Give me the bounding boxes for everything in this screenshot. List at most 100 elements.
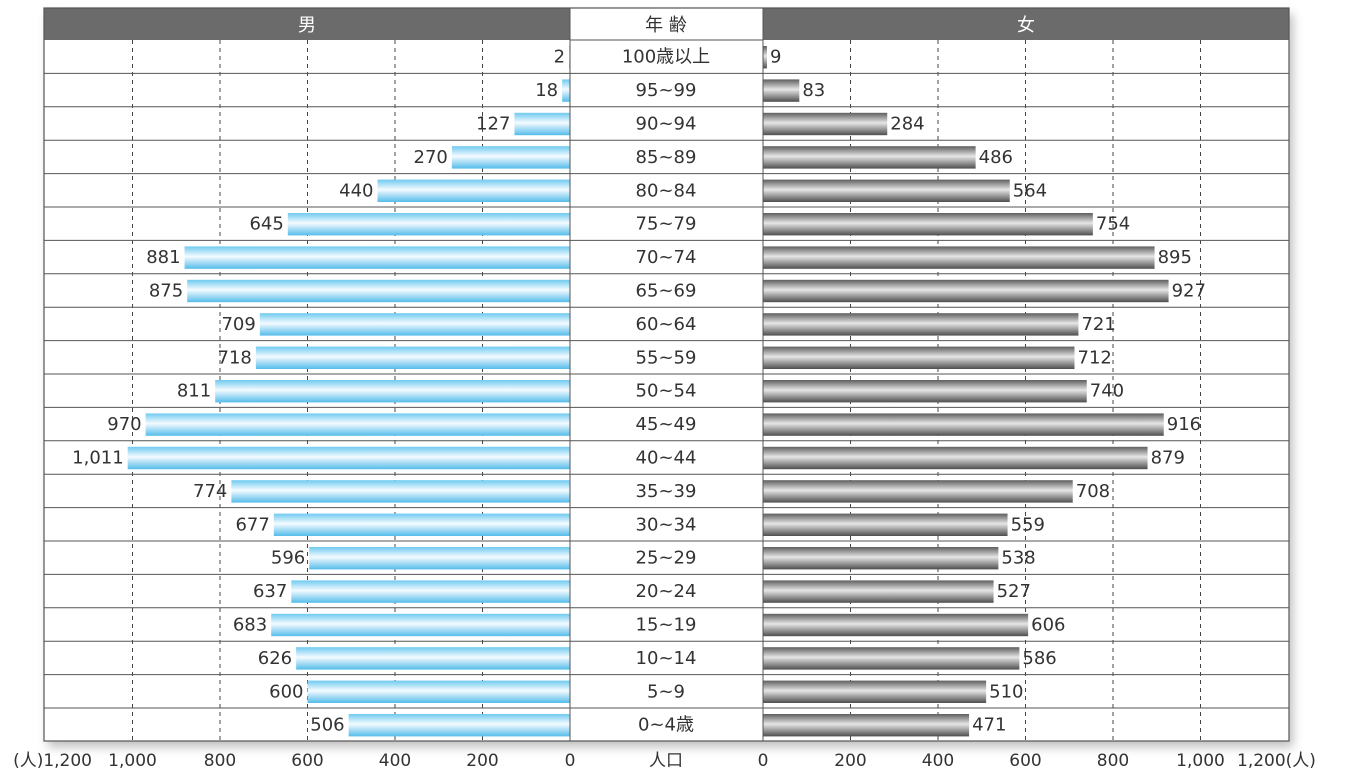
age-group-label: 90~94: [636, 114, 697, 135]
female-bar: [763, 446, 1148, 470]
male-bar: [184, 246, 570, 269]
female-bar: [763, 480, 1073, 503]
female-value-label: 9: [770, 47, 781, 68]
female-bar: [763, 46, 767, 69]
male-bar: [296, 647, 570, 670]
male-bar: [451, 146, 570, 169]
age-group-label: 0~4歳: [638, 715, 694, 736]
chart-border: [43, 7, 1290, 742]
axis-ticks: (人)1,200 1,000 800 600 400 200 0 0 200 400 600 800 1…: [13, 751, 1316, 771]
female-value-label: 564: [1013, 180, 1047, 201]
female-value-label: 486: [979, 147, 1013, 168]
female-bar: [763, 380, 1087, 403]
female-value-label: 586: [1022, 648, 1056, 669]
female-value-label: 927: [1172, 281, 1206, 302]
male-value-label: 2: [554, 47, 565, 68]
male-value-label: 875: [149, 281, 183, 302]
male-axis-tick: 200: [466, 751, 498, 771]
age-group-label: 85~89: [636, 147, 697, 168]
female-bar: [763, 112, 888, 136]
male-bar: [348, 714, 570, 737]
male-value-label: 127: [476, 114, 510, 135]
female-axis-tick: 1,000: [1176, 751, 1225, 771]
female-bar: [763, 279, 1169, 303]
female-value-label: 606: [1031, 615, 1065, 636]
female-value-label: 754: [1096, 214, 1130, 235]
male-value-label: 1,011: [72, 448, 124, 469]
female-bar: [763, 146, 976, 169]
male-bar: [307, 680, 570, 703]
female-header-label: 女: [1017, 15, 1035, 36]
female-value-label: 527: [997, 581, 1031, 602]
male-axis-tick: 1,000: [108, 751, 157, 771]
age-group-label: 70~74: [636, 247, 697, 268]
age-group-label: 40~44: [636, 448, 697, 469]
female-value-label: 284: [890, 114, 924, 135]
female-axis-tick: 400: [922, 751, 954, 771]
female-bar: [763, 413, 1164, 436]
age-group-label: 55~59: [636, 347, 697, 368]
male-value-label: 683: [233, 615, 267, 636]
male-value-label: 18: [535, 80, 558, 101]
age-group-label: 35~39: [636, 481, 697, 502]
male-bar: [145, 413, 570, 436]
female-bar: [763, 647, 1020, 670]
female-value-label: 83: [802, 80, 825, 101]
female-value-label: 879: [1151, 448, 1185, 469]
male-bar: [231, 480, 570, 503]
age-group-label: 25~29: [636, 548, 697, 569]
female-axis-tick: 600: [1009, 751, 1041, 771]
male-axis-tick: (人)1,200: [13, 751, 92, 771]
age-header-label: 年 齢: [645, 15, 687, 36]
age-group-label: 65~69: [636, 281, 697, 302]
age-group-label: 10~14: [636, 648, 697, 669]
female-bar: [763, 179, 1010, 202]
female-bar: [763, 714, 970, 737]
age-group-label: 80~84: [636, 180, 697, 201]
age-group-label: 50~54: [636, 381, 697, 402]
male-value-label: 774: [193, 481, 227, 502]
male-header-label: 男: [298, 15, 316, 36]
male-value-label: 440: [339, 180, 373, 201]
female-bar: [763, 346, 1075, 369]
female-header-cell: [763, 8, 1289, 40]
male-axis-tick: 0: [565, 751, 576, 771]
female-value-label: 510: [989, 681, 1023, 702]
age-group-label: 5~9: [647, 681, 685, 702]
male-bar: [273, 513, 570, 536]
male-axis-tick: 800: [204, 751, 236, 771]
female-value-label: 916: [1167, 414, 1201, 435]
row-dividers: [44, 72, 1289, 709]
age-group-label: 30~34: [636, 514, 697, 535]
male-value-label: 970: [107, 414, 141, 435]
male-value-label: 881: [146, 247, 180, 268]
male-value-label: 506: [310, 715, 344, 736]
male-value-label: 270: [414, 147, 448, 168]
male-bar: [271, 613, 570, 637]
male-bar: [127, 446, 570, 470]
age-group-label: 75~79: [636, 214, 697, 235]
center-axis-label: 人口: [649, 751, 683, 771]
female-value-label: 721: [1081, 314, 1115, 335]
male-header-cell: [44, 8, 570, 40]
male-bar: [291, 580, 570, 603]
male-value-label: 645: [249, 214, 283, 235]
female-bar: [763, 547, 999, 570]
female-axis-tick: 1,200(人): [1237, 751, 1316, 771]
male-bar: [287, 213, 570, 236]
female-axis-tick: 200: [834, 751, 866, 771]
age-group-label: 15~19: [636, 615, 697, 636]
male-bar: [187, 279, 570, 303]
male-value-label: 718: [218, 347, 252, 368]
female-bar: [763, 613, 1029, 637]
female-bar: [763, 246, 1155, 269]
female-bar: [763, 79, 800, 102]
female-value-label: 895: [1158, 247, 1192, 268]
age-group-label: 100歳以上: [622, 47, 710, 68]
age-group-label: 60~64: [636, 314, 697, 335]
male-bar: [259, 313, 570, 336]
female-axis-tick: 800: [1097, 751, 1129, 771]
male-axis-tick: 400: [379, 751, 411, 771]
female-value-label: 471: [972, 715, 1006, 736]
